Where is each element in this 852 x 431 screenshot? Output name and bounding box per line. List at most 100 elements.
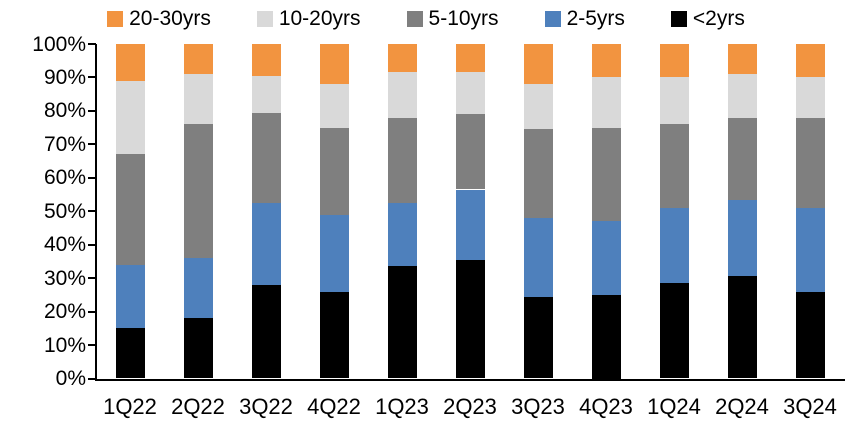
bar-segment-3Q22-10-20yrs xyxy=(251,75,281,113)
legend-swatch-icon xyxy=(406,11,423,27)
y-axis-tick-mark xyxy=(88,210,96,213)
bar-segment-3Q22-20-30yrs xyxy=(251,44,281,76)
bar-segment-1Q23-5-10yrs xyxy=(387,117,417,203)
bar-segment-1Q24-10-20yrs xyxy=(659,77,689,125)
y-axis-tick-label: 0% xyxy=(55,367,86,390)
bar-segment-2Q24-2-5yrs xyxy=(727,199,757,277)
x-axis-tick-label: 1Q24 xyxy=(647,394,701,419)
y-axis-tick-mark xyxy=(88,243,96,246)
bar-segment-4Q23-2-5yrs xyxy=(591,221,621,295)
bar-segment-4Q22-10-20yrs xyxy=(319,84,349,128)
y-axis-tick-mark xyxy=(88,109,96,112)
bar-segment-2Q24-20-30yrs xyxy=(727,44,757,75)
legend-swatch-icon xyxy=(670,11,687,27)
x-axis-tick-label: 3Q22 xyxy=(239,394,293,419)
legend-item-<2yrs: <2yrs xyxy=(670,7,745,31)
bar-segment-3Q23-<2yrs xyxy=(523,296,553,379)
bar-segment-1Q24-5-10yrs xyxy=(659,124,689,208)
legend-label: 5-10yrs xyxy=(428,7,499,30)
legend-item-5-10yrs: 5-10yrs xyxy=(406,7,499,31)
bar-segment-2Q22-20-30yrs xyxy=(183,44,213,75)
bar-segment-3Q24-5-10yrs xyxy=(795,117,825,208)
y-axis-tick-mark xyxy=(88,344,96,347)
y-axis-tick-label: 80% xyxy=(43,99,86,123)
bar-segment-4Q23-5-10yrs xyxy=(591,127,621,222)
bar-segment-4Q23-10-20yrs xyxy=(591,77,621,128)
bar-segment-1Q22-10-20yrs xyxy=(115,80,145,155)
x-axis-tick-label: 1Q22 xyxy=(103,394,157,419)
bar-segment-2Q22-2-5yrs xyxy=(183,258,213,319)
bar-segment-1Q24-<2yrs xyxy=(659,283,689,379)
bar-segment-3Q23-2-5yrs xyxy=(523,217,553,297)
bar-segment-2Q24-<2yrs xyxy=(727,276,757,379)
bar-segment-3Q24-2-5yrs xyxy=(795,207,825,292)
x-axis-line xyxy=(95,378,845,381)
bar-segment-4Q22-<2yrs xyxy=(319,291,349,379)
bar-segment-4Q22-5-10yrs xyxy=(319,127,349,215)
bar-segment-1Q22-5-10yrs xyxy=(115,154,145,265)
x-axis-tick-label: 2Q23 xyxy=(443,394,497,419)
y-axis-tick-mark xyxy=(88,176,96,179)
bar-segment-1Q22-20-30yrs xyxy=(115,44,145,81)
legend-label: 20-30yrs xyxy=(129,7,211,30)
bar-segment-3Q22-5-10yrs xyxy=(251,112,281,203)
x-axis-tick-label: 1Q23 xyxy=(375,394,429,419)
bar-segment-2Q22-10-20yrs xyxy=(183,74,213,125)
bar-segment-1Q23-<2yrs xyxy=(387,266,417,379)
bar-segment-2Q23-<2yrs xyxy=(455,259,485,379)
y-axis-tick-label: 10% xyxy=(43,333,86,357)
bar-segment-3Q24-<2yrs xyxy=(795,291,825,379)
y-axis-tick-mark xyxy=(88,143,96,146)
y-axis-tick-mark xyxy=(88,43,96,45)
y-axis-tick-label: 60% xyxy=(43,166,86,190)
bar-segment-4Q23-20-30yrs xyxy=(591,44,621,78)
bar-segment-2Q23-5-10yrs xyxy=(455,114,485,190)
x-axis-tick-label: 4Q23 xyxy=(579,394,633,419)
y-axis-tick-mark xyxy=(88,76,96,79)
bar-segment-1Q22-2-5yrs xyxy=(115,264,145,329)
bar-segment-3Q23-20-30yrs xyxy=(523,44,553,85)
y-axis-tick-label: 50% xyxy=(43,199,86,223)
bar-segment-1Q22-<2yrs xyxy=(115,328,145,379)
bar-segment-3Q22-<2yrs xyxy=(251,284,281,379)
y-axis-tick-label: 20% xyxy=(43,300,86,324)
bar-segment-4Q22-2-5yrs xyxy=(319,214,349,292)
bar-segment-1Q23-10-20yrs xyxy=(387,72,417,118)
y-axis-tick-label: 100% xyxy=(32,32,86,56)
y-axis-tick-mark xyxy=(88,277,96,280)
bar-segment-1Q24-20-30yrs xyxy=(659,44,689,78)
bar-segment-3Q24-10-20yrs xyxy=(795,77,825,118)
y-axis-tick-label: 70% xyxy=(43,132,86,156)
bar-segment-1Q23-20-30yrs xyxy=(387,44,417,73)
legend-label: <2yrs xyxy=(692,7,745,30)
legend-swatch-icon xyxy=(544,11,561,27)
legend: 20-30yrs 10-20yrs 5-10yrs 2-5yrs <2yrs xyxy=(0,7,852,31)
legend-swatch-icon xyxy=(107,11,124,27)
x-axis-tick-label: 2Q24 xyxy=(715,394,769,419)
y-axis-tick-mark xyxy=(88,377,96,380)
bar-segment-2Q23-20-30yrs xyxy=(455,44,485,73)
bar-segment-4Q22-20-30yrs xyxy=(319,44,349,85)
x-axis-tick-label: 3Q23 xyxy=(511,394,565,419)
bar-segment-1Q23-2-5yrs xyxy=(387,202,417,267)
x-axis-tick-label: 4Q22 xyxy=(307,394,361,419)
bar-segment-2Q24-10-20yrs xyxy=(727,74,757,118)
legend-item-2-5yrs: 2-5yrs xyxy=(544,7,625,31)
bar-segment-2Q24-5-10yrs xyxy=(727,117,757,200)
bar-segment-3Q24-20-30yrs xyxy=(795,44,825,78)
legend-swatch-icon xyxy=(256,11,273,27)
y-axis-tick-label: 40% xyxy=(43,233,86,257)
bar-segment-3Q23-10-20yrs xyxy=(523,84,553,130)
bar-segment-1Q24-2-5yrs xyxy=(659,207,689,284)
x-axis-tick-label: 2Q22 xyxy=(171,394,225,419)
legend-item-10-20yrs: 10-20yrs xyxy=(256,7,361,31)
y-axis-tick-label: 90% xyxy=(43,65,86,89)
bar-segment-2Q23-2-5yrs xyxy=(455,189,485,260)
y-axis-line xyxy=(95,44,97,381)
legend-item-20-30yrs: 20-30yrs xyxy=(107,7,211,31)
legend-label: 2-5yrs xyxy=(566,7,625,30)
x-axis-tick-label: 3Q24 xyxy=(783,394,837,419)
bar-segment-2Q22-<2yrs xyxy=(183,318,213,379)
bar-segment-2Q23-10-20yrs xyxy=(455,72,485,115)
